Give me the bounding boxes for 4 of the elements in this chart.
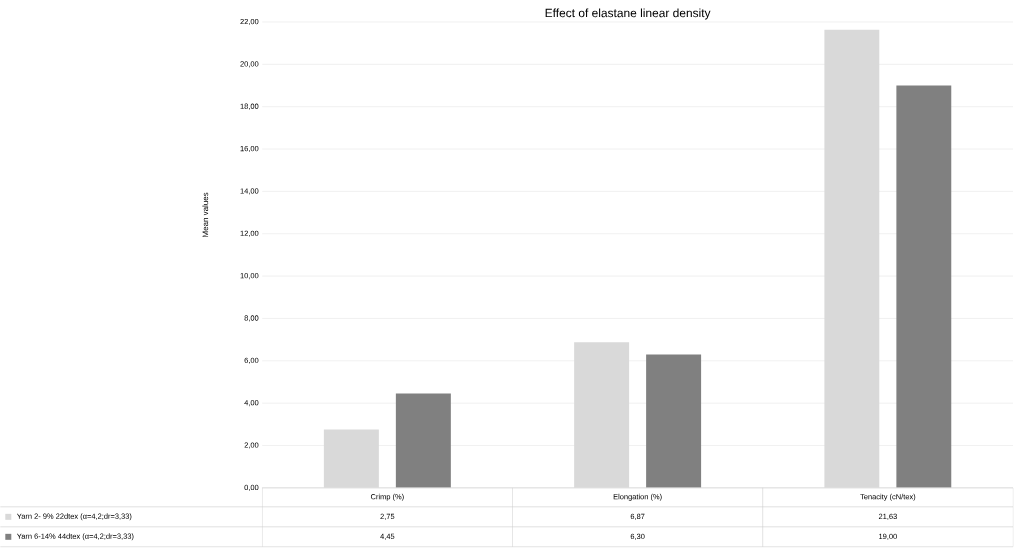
bar <box>646 354 702 488</box>
bar <box>395 393 451 488</box>
chart-title: Effect of elastane linear density <box>545 8 711 20</box>
bar <box>896 85 952 488</box>
